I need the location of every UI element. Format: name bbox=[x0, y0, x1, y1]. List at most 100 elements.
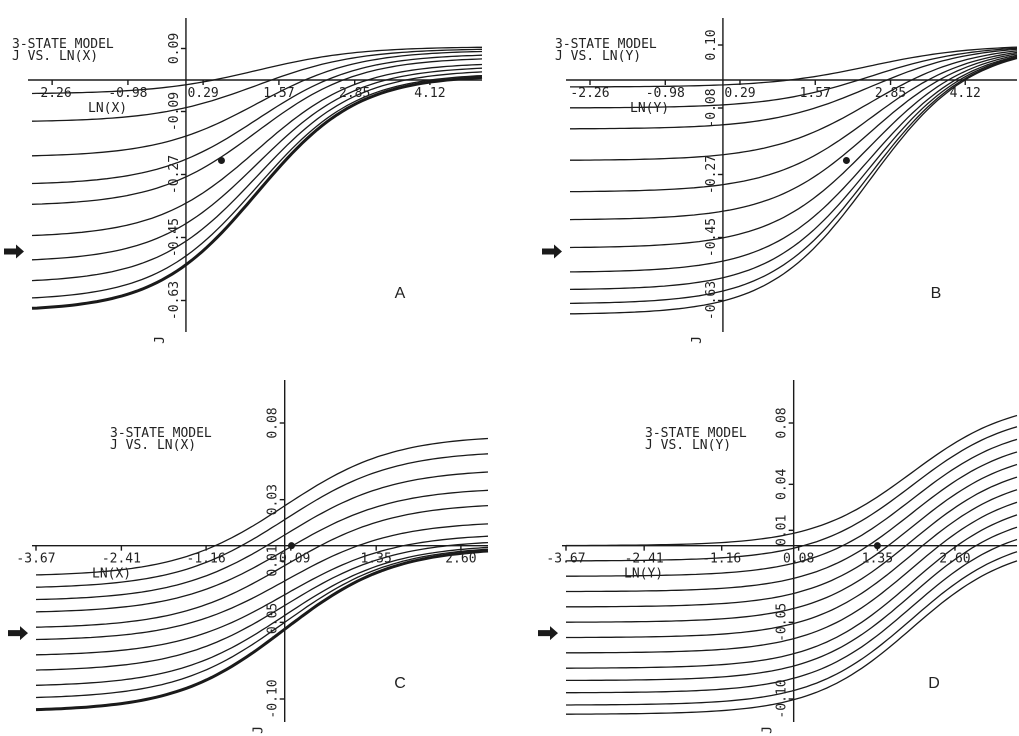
series-line-3 bbox=[570, 48, 1018, 130]
series-line-3 bbox=[31, 50, 483, 157]
y-tick-label: -0.63 bbox=[704, 281, 719, 320]
x-tick-label: -2.41 bbox=[625, 552, 664, 567]
series-line-6 bbox=[35, 523, 489, 641]
chart-title-line-1: 3-STATE MODEL bbox=[12, 37, 114, 52]
x-tick-label: -2.26 bbox=[570, 86, 609, 101]
panel-letter: B bbox=[931, 285, 942, 302]
series-line-9 bbox=[566, 514, 1018, 669]
series-line-6 bbox=[566, 476, 1018, 623]
y-tick-label: -0.05 bbox=[266, 603, 281, 642]
panel-a: -2.26 -0.98 0.29 1.57 2.85 4.12 0.09 -0.09 -0.27… bbox=[4, 18, 483, 344]
chart-title-line-1: 3-STATE MODEL bbox=[110, 426, 212, 441]
y-tick-label: -0.10 bbox=[266, 679, 281, 718]
chart-title-line-1: 3-STATE MODEL bbox=[555, 37, 657, 52]
y-axis-label: J bbox=[761, 726, 776, 734]
series-line-8 bbox=[566, 501, 1018, 654]
y-tick-label: 0.03 bbox=[266, 484, 281, 515]
y-tick-label: -0.45 bbox=[167, 218, 182, 257]
series-line-11 bbox=[570, 57, 1018, 315]
x-tick-label: -1.16 bbox=[187, 552, 226, 567]
reference-arrow-icon bbox=[542, 244, 562, 259]
x-tick-label: -2.41 bbox=[102, 552, 141, 567]
y-tick-label: -0.63 bbox=[167, 281, 182, 320]
y-axis-label: J bbox=[690, 336, 705, 344]
series-line-8 bbox=[35, 541, 489, 671]
x-tick-label: 2.60 bbox=[445, 552, 476, 567]
panel-c: -3.67 -2.41 -1.16 -0.09 1.35 2.60 0.08 0.03 0.01… bbox=[8, 380, 489, 734]
y-tick-label: 0.01 bbox=[775, 515, 790, 546]
panel-letter: D bbox=[928, 675, 940, 692]
panel-letter: C bbox=[394, 675, 406, 692]
y-tick-label: -0.08 bbox=[704, 88, 719, 127]
series-line-7 bbox=[31, 67, 483, 261]
series-line-10 bbox=[569, 57, 1018, 305]
x-tick-label: 0.29 bbox=[724, 86, 755, 101]
series-line-13 bbox=[566, 560, 1018, 715]
series-line-9 bbox=[569, 56, 1018, 291]
series-line-6 bbox=[31, 63, 483, 237]
y-tick-label: -0.09 bbox=[167, 92, 182, 131]
highlight-point bbox=[842, 157, 850, 164]
chart-title-line-1: 3-STATE MODEL bbox=[645, 426, 747, 441]
series-line-1 bbox=[566, 414, 1018, 547]
y-tick-label: 0.08 bbox=[775, 407, 790, 438]
series-line-4 bbox=[566, 451, 1018, 593]
x-tick-label: -1.16 bbox=[702, 552, 741, 567]
series-line-8 bbox=[570, 55, 1018, 273]
series-line-11 bbox=[35, 549, 489, 712]
series-line-5 bbox=[566, 463, 1018, 608]
series-line-5 bbox=[570, 51, 1018, 193]
x-tick-label: 1.35 bbox=[862, 552, 893, 567]
chart-title-line-2: J VS. LN(Y) bbox=[645, 438, 731, 453]
x-tick-label: 2.85 bbox=[339, 86, 370, 101]
series-line-12 bbox=[566, 551, 1018, 706]
y-tick-label: -0.10 bbox=[775, 679, 790, 718]
x-tick-label: 0.08 bbox=[783, 552, 814, 567]
panel-b: -2.26 -0.98 0.29 1.57 2.85 4.12 0.10 -0.08 -0.27… bbox=[542, 18, 1018, 344]
highlight-point bbox=[217, 157, 225, 164]
x-tick-label: 1.35 bbox=[361, 552, 392, 567]
series-line-9 bbox=[35, 546, 489, 686]
x-tick-label: 4.12 bbox=[414, 86, 445, 101]
series-line-7 bbox=[566, 489, 1018, 639]
panel-letter: A bbox=[395, 285, 406, 302]
x-tick-label: -0.98 bbox=[646, 86, 685, 101]
y-tick-label: 0.10 bbox=[704, 29, 719, 60]
chart-title-line-2: J VS. LN(X) bbox=[12, 49, 98, 64]
y-tick-label: -0.27 bbox=[167, 155, 182, 194]
y-axis-label: J bbox=[153, 336, 168, 344]
x-axis-label: LN(X) bbox=[92, 567, 131, 582]
x-axis-label: LN(Y) bbox=[624, 567, 663, 582]
y-tick-label: 0.04 bbox=[775, 469, 790, 500]
highlight-point bbox=[873, 542, 881, 550]
x-tick-label: 1.57 bbox=[800, 86, 831, 101]
x-tick-label: 0.29 bbox=[187, 86, 218, 101]
series-line-10 bbox=[31, 75, 483, 310]
reference-arrow-icon bbox=[8, 626, 28, 641]
chart-title-line-2: J VS. LN(X) bbox=[110, 438, 196, 453]
x-tick-label: 2.85 bbox=[875, 86, 906, 101]
series-line-6 bbox=[569, 53, 1018, 221]
x-tick-label: 2.60 bbox=[939, 552, 970, 567]
series-line-5 bbox=[31, 58, 483, 205]
series-line-2 bbox=[570, 47, 1018, 109]
series-line-1 bbox=[31, 46, 482, 95]
series-line-3 bbox=[566, 438, 1018, 577]
x-tick-label: -0.09 bbox=[271, 552, 310, 567]
series-line-4 bbox=[35, 489, 489, 613]
x-axis-label: LN(Y) bbox=[630, 101, 669, 116]
x-axis-label: LN(X) bbox=[88, 101, 127, 116]
y-tick-label: -0.05 bbox=[775, 603, 790, 642]
x-tick-label: 4.12 bbox=[950, 86, 981, 101]
y-tick-label: 0.09 bbox=[167, 33, 182, 64]
highlight-point bbox=[287, 542, 295, 550]
series-line-7 bbox=[569, 54, 1018, 249]
x-tick-label: 1.57 bbox=[263, 86, 294, 101]
series-line-3 bbox=[35, 471, 489, 601]
series-line-10 bbox=[35, 548, 489, 699]
chart-title-line-2: J VS. LN(Y) bbox=[555, 49, 641, 64]
series-line-2 bbox=[31, 48, 483, 122]
x-tick-label: -0.98 bbox=[108, 86, 147, 101]
x-tick-label: -3.67 bbox=[16, 552, 55, 567]
